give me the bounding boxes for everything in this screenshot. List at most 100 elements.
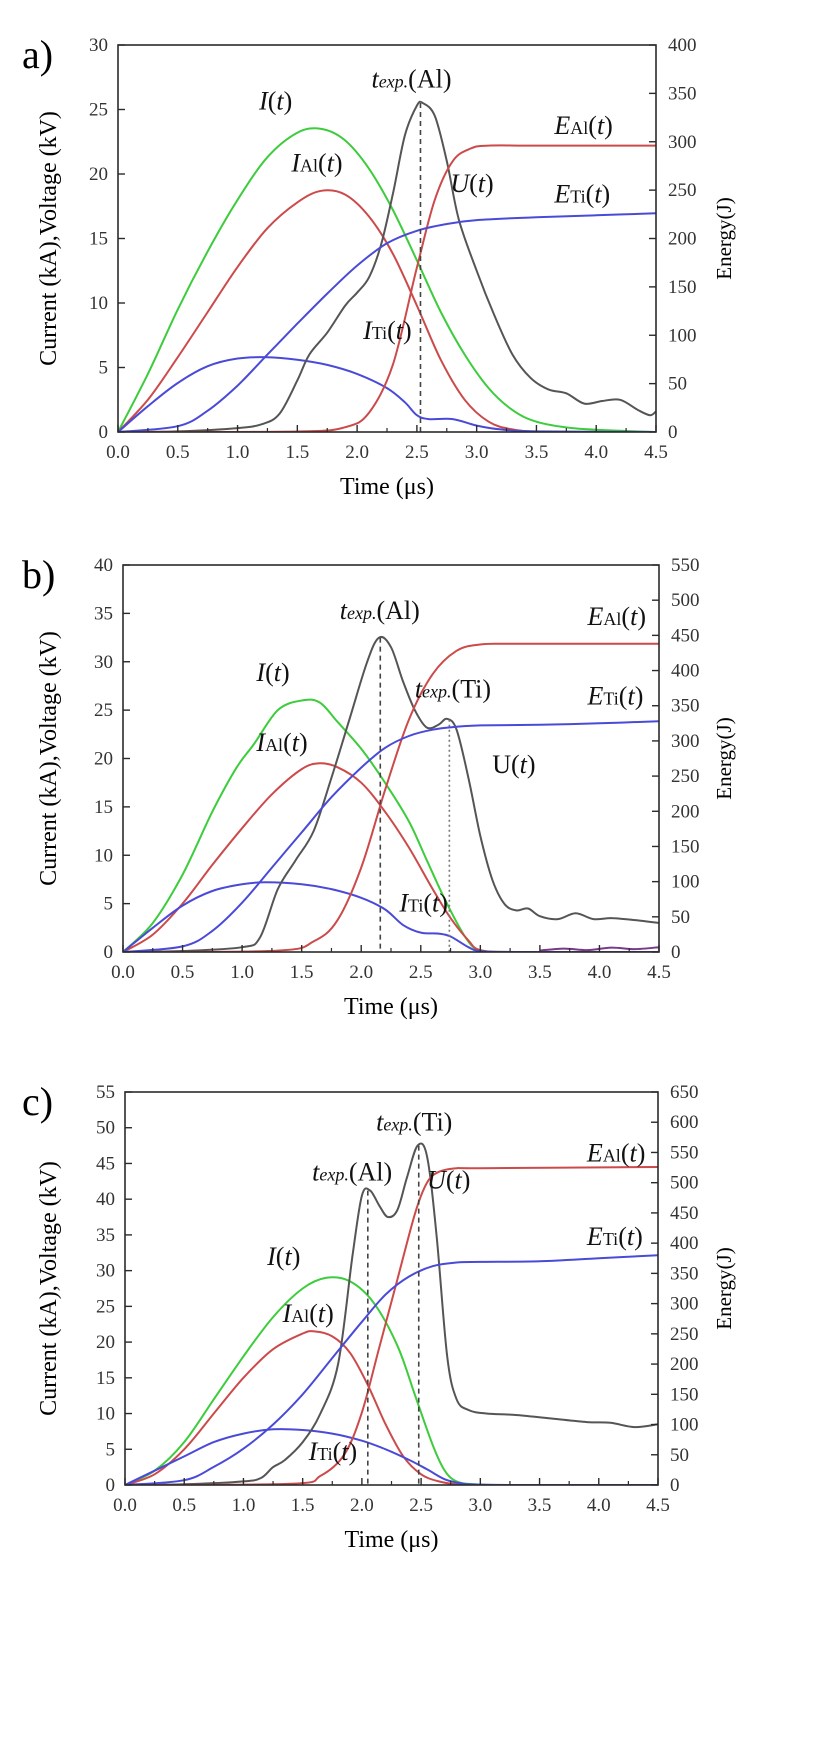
panel-2-annotation-i-t: I(t) xyxy=(266,1242,300,1271)
panel-1-xtick-label: 4.5 xyxy=(647,962,671,983)
panel-2-y2tick-label: 50 xyxy=(670,1445,689,1466)
panel-1-ytick-label: 10 xyxy=(94,845,113,866)
panel-1-series-u-t xyxy=(123,635,659,952)
panel-2-y2tick-label: 550 xyxy=(670,1142,699,1163)
panel-2-y2tick-label: 400 xyxy=(670,1233,699,1254)
panel-2-ytick-label: 35 xyxy=(96,1225,115,1246)
panel-2-y2label: Energy(J) xyxy=(712,1247,736,1329)
panel-2-y2tick-label: 100 xyxy=(670,1415,699,1436)
panel-2-series-u-t xyxy=(125,1142,658,1485)
panel-2-annotation-texp-al: texp.(Al) xyxy=(312,1158,392,1187)
panel-1-annotation-texp-ti: texp.(Ti) xyxy=(415,675,491,704)
panel-2-y2tick-label: 150 xyxy=(670,1384,699,1405)
panel-1-y2tick-label: 250 xyxy=(671,766,700,787)
panel-2-y2tick-label: 350 xyxy=(670,1263,699,1284)
panel-0-xtick-label: 1.0 xyxy=(226,442,250,463)
panel-1-xtick-label: 4.0 xyxy=(588,962,612,983)
panel-0-series xyxy=(118,100,656,432)
panel-1-ytick-label: 0 xyxy=(104,942,114,963)
panel-2-series-eti-t xyxy=(125,1254,658,1485)
panel-0-y2tick-label: 150 xyxy=(668,277,697,298)
panel-1-label: b) xyxy=(22,552,55,597)
panel-2-xtick-label: 1.0 xyxy=(232,1495,256,1516)
panel-1-xtick-label: 0.0 xyxy=(111,962,135,983)
panel-2-xtick-label: 4.0 xyxy=(587,1495,611,1516)
panel-2-y2tick-label: 500 xyxy=(670,1173,699,1194)
panel-1-annotation-i-t: I(t) xyxy=(255,658,289,687)
panel-1-ytick-label: 5 xyxy=(104,894,114,915)
panel-0-label: a) xyxy=(22,32,53,77)
panel-1-series-iti-t xyxy=(123,881,659,952)
panel-2-y2tick-label: 450 xyxy=(670,1203,699,1224)
panel-0-y2tick-label: 50 xyxy=(668,374,687,395)
panel-0-ytick-label: 10 xyxy=(89,293,108,314)
panel-0-series-i-t xyxy=(118,127,656,432)
panel-2-xtick-label: 0.5 xyxy=(172,1495,196,1516)
panel-2-y2tick-label: 0 xyxy=(670,1475,680,1496)
panel-0-ytick-label: 0 xyxy=(99,422,109,443)
panel-1-y2tick-label: 150 xyxy=(671,836,700,857)
panel-2-ylabel: Current (kA),Voltage (kV) xyxy=(36,1161,62,1416)
panel-2-series xyxy=(125,1142,658,1485)
panel-0-xtick-label: 4.5 xyxy=(644,442,668,463)
panel-0-xtick-label: 2.5 xyxy=(405,442,429,463)
panel-2-series-ial-t xyxy=(125,1330,658,1485)
panel-0-ytick-label: 20 xyxy=(89,164,108,185)
panel-2-ytick-label: 0 xyxy=(106,1475,116,1496)
panel-1-series-ial-t xyxy=(123,762,659,952)
panel-1-ytick-label: 40 xyxy=(94,555,113,576)
panel-1-y2tick-label: 450 xyxy=(671,625,700,646)
panel-2-ytick-label: 50 xyxy=(96,1118,115,1139)
panel-1-xtick-label: 3.5 xyxy=(528,962,552,983)
panel-0-series-iti-t xyxy=(118,356,656,432)
panel-0-xtick-label: 0.0 xyxy=(106,442,130,463)
panel-0-annotation-i-t: I(t) xyxy=(258,87,292,116)
panel-1: b)0.0 0.5 1.0 1.5 2.0 2.5 3.0 3.5 4.0 4.505101520… xyxy=(22,552,736,1020)
panel-2-xtick-label: 0.0 xyxy=(113,1495,137,1516)
panel-1-annotation-u-t: U(t) xyxy=(492,750,535,779)
panel-0-ylabel: Current (kA),Voltage (kV) xyxy=(36,111,62,366)
panel-2-annotation-texp-ti: texp.(Ti) xyxy=(376,1108,452,1137)
panel-0-y2tick-label: 400 xyxy=(668,35,697,56)
panel-0-y2tick-label: 0 xyxy=(668,422,678,443)
panel-2-ytick-label: 5 xyxy=(106,1439,116,1460)
panel-0-series-eti-t xyxy=(118,212,656,432)
panel-2-y2tick-label: 650 xyxy=(670,1082,699,1103)
panel-0-ytick-label: 15 xyxy=(89,229,108,250)
panel-1-series-eal-t xyxy=(123,642,659,952)
panel-1-annotation-eti-t: ETi(t) xyxy=(587,681,644,710)
panel-2-ytick-label: 40 xyxy=(96,1189,115,1210)
panel-1-ytick-label: 25 xyxy=(94,700,113,721)
panel-2-annotation-ial-t: IAl(t) xyxy=(282,1299,334,1328)
panel-2-annotation-eal-t: EAl(t) xyxy=(586,1138,645,1167)
panel-0-annotation-texp-al: texp.(Al) xyxy=(371,65,451,94)
panel-2-annotation-iti-t: ITi(t) xyxy=(308,1437,358,1466)
panel-1-y2tick-label: 200 xyxy=(671,801,700,822)
panel-2-y2tick-label: 200 xyxy=(670,1354,699,1375)
panel-0-xtick-label: 4.0 xyxy=(584,442,608,463)
panel-0: a)0.0 0.5 1.0 1.5 2.0 2.5 3.0 3.5 4.0 4.505101520… xyxy=(22,32,736,500)
panel-2-xtick-label: 1.5 xyxy=(291,1495,315,1516)
panel-1-annotation-eal-t: EAl(t) xyxy=(587,602,646,631)
panel-0-annotation-u-t: U(t) xyxy=(450,169,493,198)
panel-2-xtick-label: 3.0 xyxy=(468,1495,492,1516)
panel-1-ytick-label: 30 xyxy=(94,652,113,673)
panel-0-xtick-label: 3.5 xyxy=(525,442,549,463)
panel-0-series-u-t xyxy=(118,100,656,432)
panel-2-xtick-label: 4.5 xyxy=(646,1495,670,1516)
panel-2: c)0.0 0.5 1.0 1.5 2.0 2.5 3.0 3.5 4.0 4.505101520… xyxy=(22,1079,736,1553)
panel-1-y2tick-label: 300 xyxy=(671,731,700,752)
panel-1-annotation-iti-t: ITi(t) xyxy=(398,888,448,917)
panel-2-xtick-label: 2.0 xyxy=(350,1495,374,1516)
panel-2-annotation-u-t: U(t) xyxy=(427,1165,470,1194)
panel-0-ytick-label: 30 xyxy=(89,35,108,56)
panel-1-y2tick-label: 500 xyxy=(671,590,700,611)
panel-2-xtick-label: 2.5 xyxy=(409,1495,433,1516)
panel-1-ylabel: Current (kA),Voltage (kV) xyxy=(36,631,62,886)
panel-1-annotation-texp-al: texp.(Al) xyxy=(340,596,420,625)
panel-1-y2tick-label: 0 xyxy=(671,942,681,963)
panel-0-xtick-label: 1.5 xyxy=(285,442,309,463)
panel-0-annotation-iti-t: ITi(t) xyxy=(362,316,412,345)
panel-1-ytick-label: 35 xyxy=(94,603,113,624)
